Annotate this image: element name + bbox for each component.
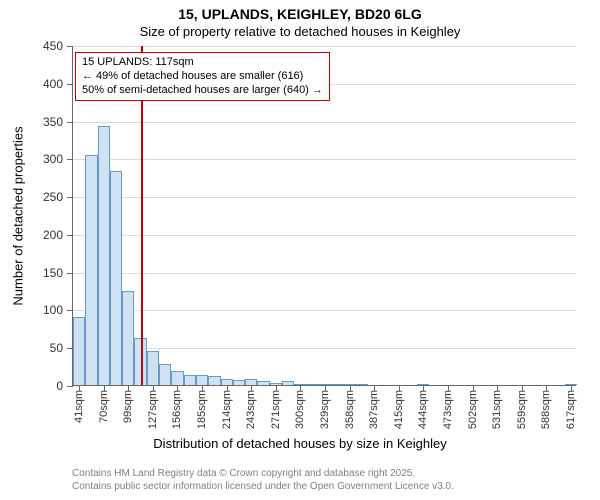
chart-title-line2: Size of property relative to detached ho… (0, 24, 600, 39)
histogram-bar (171, 371, 183, 385)
histogram-bar (307, 384, 319, 385)
x-tick-label: 415sqm (393, 390, 405, 429)
histogram-bar (147, 351, 159, 385)
x-tick-label: 99sqm (122, 390, 134, 423)
gridline (73, 235, 576, 236)
gridline (73, 273, 576, 274)
y-tick-label: 50 (50, 341, 63, 355)
x-tick-label: 300sqm (294, 390, 306, 429)
y-tick-label: 100 (43, 303, 63, 317)
x-tick-label: 358sqm (344, 390, 356, 429)
histogram-bar (356, 384, 368, 385)
annotation-line2: ← 49% of detached houses are smaller (61… (82, 70, 323, 84)
histogram-bar (73, 317, 85, 385)
histogram-bar (159, 364, 171, 385)
x-tick-label: 156sqm (171, 390, 183, 429)
x-tick-label: 329sqm (319, 390, 331, 429)
y-tick (67, 235, 73, 236)
histogram-bar (196, 375, 208, 385)
y-tick (67, 122, 73, 123)
x-tick-label: 559sqm (516, 390, 528, 429)
annotation-line1: 15 UPLANDS: 117sqm (82, 56, 323, 70)
annotation-box: 15 UPLANDS: 117sqm← 49% of detached hous… (75, 52, 330, 101)
y-tick-label: 0 (56, 379, 63, 393)
y-tick (67, 310, 73, 311)
y-tick-label: 250 (43, 190, 63, 204)
x-tick-label: 271sqm (270, 390, 282, 429)
x-tick-label: 127sqm (147, 390, 159, 429)
y-tick-label: 450 (43, 39, 63, 53)
y-tick (67, 197, 73, 198)
y-tick-label: 350 (43, 115, 63, 129)
x-tick-label: 444sqm (417, 390, 429, 429)
y-tick-label: 300 (43, 152, 63, 166)
x-tick-label: 214sqm (221, 390, 233, 429)
histogram-bar (208, 376, 220, 385)
footer-line1: Contains HM Land Registry data © Crown c… (72, 468, 454, 481)
footer-attribution: Contains HM Land Registry data © Crown c… (72, 468, 454, 493)
x-tick-label: 473sqm (442, 390, 454, 429)
histogram-bar (110, 171, 122, 385)
gridline (73, 348, 576, 349)
y-tick (67, 159, 73, 160)
histogram-bar (257, 381, 269, 385)
histogram-bar (331, 384, 343, 385)
x-tick-label: 185sqm (196, 390, 208, 429)
histogram-bar (122, 291, 134, 385)
histogram-bar (184, 375, 196, 385)
histogram-bar (98, 126, 110, 385)
chart-container: 15, UPLANDS, KEIGHLEY, BD20 6LG Size of … (0, 0, 600, 500)
histogram-bar (85, 155, 97, 385)
y-axis-label: Number of detached properties (11, 126, 26, 305)
y-tick-label: 200 (43, 228, 63, 242)
x-axis-label: Distribution of detached houses by size … (0, 436, 600, 451)
y-tick-label: 400 (43, 77, 63, 91)
x-tick-label: 243sqm (245, 390, 257, 429)
x-tick-label: 70sqm (98, 390, 110, 423)
annotation-line3: 50% of semi-detached houses are larger (… (82, 84, 323, 98)
footer-line2: Contains public sector information licen… (72, 481, 454, 494)
x-tick-label: 617sqm (565, 390, 577, 429)
x-tick-label: 387sqm (368, 390, 380, 429)
gridline (73, 197, 576, 198)
x-tick-label: 588sqm (540, 390, 552, 429)
histogram-bar (233, 380, 245, 385)
y-tick (67, 386, 73, 387)
y-tick (67, 273, 73, 274)
histogram-bar (282, 381, 294, 385)
x-tick-label: 41sqm (73, 390, 85, 423)
x-tick-label: 502sqm (467, 390, 479, 429)
y-tick (67, 84, 73, 85)
y-tick (67, 46, 73, 47)
gridline (73, 122, 576, 123)
gridline (73, 310, 576, 311)
x-tick-label: 531sqm (491, 390, 503, 429)
gridline (73, 46, 576, 47)
y-tick-label: 150 (43, 266, 63, 280)
gridline (73, 159, 576, 160)
plot-area: 05010015020025030035040045041sqm70sqm99s… (72, 46, 576, 386)
chart-title-line1: 15, UPLANDS, KEIGHLEY, BD20 6LG (0, 6, 600, 22)
